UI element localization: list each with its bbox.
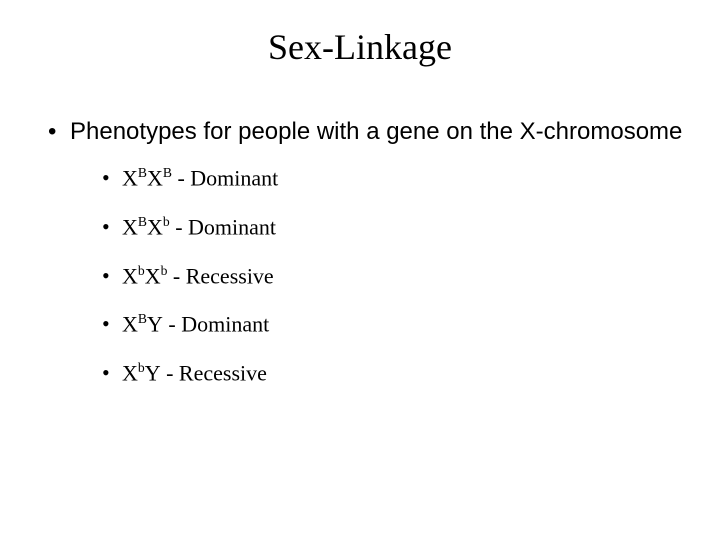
genotype-item: XbY - Recessive xyxy=(102,360,690,387)
phenotype-desc: - Dominant xyxy=(172,166,278,191)
allele-base: Y xyxy=(145,360,161,385)
allele-sup: b xyxy=(161,263,168,278)
allele-base: X xyxy=(147,166,163,191)
slide-title: Sex-Linkage xyxy=(30,26,690,68)
allele-base: X xyxy=(122,263,138,288)
allele-sup: b xyxy=(138,360,145,375)
phenotype-desc: - Recessive xyxy=(161,360,267,385)
allele-base: X xyxy=(147,214,163,239)
genotype-item: XBXB - Dominant xyxy=(102,165,690,192)
allele-sup: B xyxy=(138,214,147,229)
allele-base: X xyxy=(145,263,161,288)
phenotype-desc: - Dominant xyxy=(170,214,276,239)
phenotype-desc: - Dominant xyxy=(163,312,269,337)
allele-sup: B xyxy=(138,311,147,326)
genotype-item: XbXb - Recessive xyxy=(102,263,690,290)
allele-sup: b xyxy=(163,214,170,229)
allele-base: X xyxy=(122,214,138,239)
allele-base: X xyxy=(122,312,138,337)
genotype-list: XBXB - Dominant XBXb - Dominant XbXb - R… xyxy=(102,165,690,387)
allele-sup: B xyxy=(138,165,147,180)
allele-sup: b xyxy=(138,263,145,278)
genotype-item: XBXb - Dominant xyxy=(102,214,690,241)
genotype-item: XBY - Dominant xyxy=(102,311,690,338)
allele-sup: B xyxy=(163,165,172,180)
allele-base: X xyxy=(122,166,138,191)
allele-base: X xyxy=(122,360,138,385)
allele-base: Y xyxy=(147,312,163,337)
main-bullet: Phenotypes for people with a gene on the… xyxy=(48,116,690,147)
phenotype-desc: - Recessive xyxy=(167,263,273,288)
